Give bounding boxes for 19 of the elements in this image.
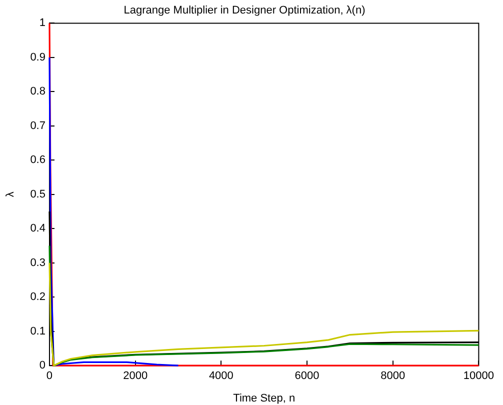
x-tick-label: 10000 <box>463 370 494 382</box>
y-tick-label: 0.3 <box>30 256 46 269</box>
y-tick-label: 1 <box>39 17 46 30</box>
y-tick-label: 0 <box>39 360 46 372</box>
x-tick-label: 6000 <box>294 370 320 382</box>
y-axis-title: λ <box>4 191 17 198</box>
y-tick-label: 0.5 <box>30 188 46 200</box>
y-tick-label: 0.9 <box>30 51 46 64</box>
y-tick-label: 0.6 <box>30 154 46 166</box>
x-tick-label: 4000 <box>208 370 234 382</box>
y-tick-label: 0.1 <box>30 325 46 338</box>
y-tick-label: 0.2 <box>30 291 46 304</box>
chart-title: Lagrange Multiplier in Designer Optimization, λ(n) <box>124 4 366 17</box>
y-tick-label: 0.7 <box>30 120 46 132</box>
x-axis-title: Time Step, n <box>233 392 296 404</box>
y-tick-label: 0.4 <box>30 222 46 235</box>
x-tick-label: 2000 <box>123 370 148 382</box>
y-tick-label: 0.8 <box>30 86 46 98</box>
x-tick-label: 8000 <box>380 370 406 382</box>
